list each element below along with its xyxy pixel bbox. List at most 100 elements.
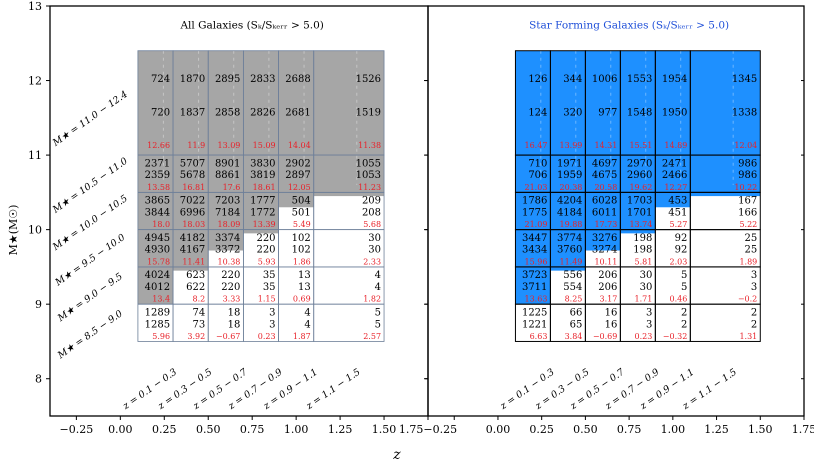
cell-count-selected: 65 [570,319,583,330]
cell-count-total: 3830 [250,158,275,169]
cell-value: 1.87 [293,332,311,341]
cell-count-total: 453 [668,196,687,207]
cell-count-selected: 5678 [180,170,205,181]
cell-count-total: 4945 [145,233,170,244]
cell-value: 20.38 [559,183,582,192]
cell-value: 1.89 [739,257,757,266]
cell-value: 5.22 [739,220,757,229]
cell-fill [243,192,279,230]
cell-value: 2.57 [363,332,381,341]
cell-value: 11.41 [182,257,205,266]
cell-value: 13.09 [217,141,240,150]
cell-count-total: 3 [269,307,275,318]
cell-count-selected: 198 [633,245,652,256]
cell-value: 10.11 [594,257,617,266]
cell-count-total: 1526 [356,74,381,85]
cell-fill [515,155,551,193]
cell-fill [173,266,209,271]
cell-value: 14.31 [594,141,617,150]
cell-fill [585,155,621,193]
cell-count-selected: 2466 [662,170,687,181]
cell-count-total: 8901 [215,158,240,169]
cell-value: 3.17 [600,295,618,304]
cell-value: 2.03 [670,257,688,266]
cell-fill [515,229,551,267]
cell-count-total: 2 [681,307,687,318]
cell-count-total: 126 [528,74,547,85]
cell-count-total: 2371 [145,158,170,169]
cell-fill [655,50,691,156]
cell-value: 13.4 [152,295,170,304]
cell-count-selected: 3711 [522,282,547,293]
cell-fill [515,50,551,156]
cell-value: 0.23 [635,332,653,341]
cell-count-selected: 2826 [250,107,275,118]
cell-value: 21.09 [525,220,548,229]
cell-value: 6.63 [530,332,548,341]
cell-fill [137,155,174,193]
cell-fill [208,192,244,230]
cell-fill [550,155,586,193]
cell-border [313,50,385,156]
x-tick-label: −0.25 [60,423,94,436]
cell-count-selected: 3 [751,282,757,293]
cell-fill [515,266,551,305]
cell-value: 0.23 [258,332,276,341]
cell-count-selected: 30 [640,282,653,293]
cell-fill [243,229,279,234]
cell-count-selected: 4 [375,282,381,293]
cell-count-total: 2471 [662,158,687,169]
cell-count-selected: 2359 [145,170,170,181]
cell-fill [620,50,656,156]
x-tick-label: 1.75 [792,423,814,436]
cell-count-total: 13 [298,270,311,281]
x-tick-label: 0.00 [486,423,511,436]
cell-fill [313,50,385,156]
cell-fill [620,192,656,230]
cell-value: 5.96 [152,332,170,341]
cell-count-total: 504 [292,196,311,207]
cell-count-selected: 1772 [250,207,275,218]
cell-value: 5.27 [670,220,688,229]
cell-count-total: 710 [528,158,547,169]
cell-count-total: 220 [221,270,240,281]
cell-count-selected: 13 [298,282,311,293]
cell-count-total: 2895 [215,74,240,85]
cell-value: 16.47 [525,141,548,150]
y-tick-label: 9 [35,298,42,311]
cell-count-selected: 3372 [215,245,240,256]
cell-count-selected: 4167 [180,245,205,256]
cell-count-selected: 220 [221,282,240,293]
cell-count-total: 35 [263,270,276,281]
cell-fill [173,155,209,193]
cell-fill [620,155,656,193]
cell-count-total: 92 [675,233,688,244]
cell-value: 13.63 [525,295,548,304]
cell-count-selected: 1053 [356,170,381,181]
cell-fill [655,192,691,208]
cell-count-total: 2902 [285,158,310,169]
cell-count-total: 74 [192,307,205,318]
cell-value: 18.09 [217,220,240,229]
cell-count-total: 30 [368,233,381,244]
cell-count-total: 5707 [180,158,205,169]
x-tick-label: 0.75 [617,423,642,436]
cell-fill [278,155,314,193]
cell-count-selected: 2897 [285,170,310,181]
cell-value: 11.38 [358,141,381,150]
cell-count-total: 556 [563,270,582,281]
cell-value: 1.71 [635,295,653,304]
cell-count-total: 7022 [180,196,205,207]
cell-count-selected: 4 [304,319,310,330]
cell-value: 21.03 [525,183,548,192]
cell-count-selected: 986 [738,170,757,181]
cell-count-selected: 1959 [557,170,582,181]
cell-value: 1.86 [293,257,311,266]
cell-value: 5.81 [635,257,653,266]
cell-count-selected: 2858 [215,107,240,118]
cell-count-total: 3723 [522,270,547,281]
cell-value: 15.09 [253,141,276,150]
cell-value: 19.88 [559,220,582,229]
cell-count-total: 4204 [557,196,582,207]
